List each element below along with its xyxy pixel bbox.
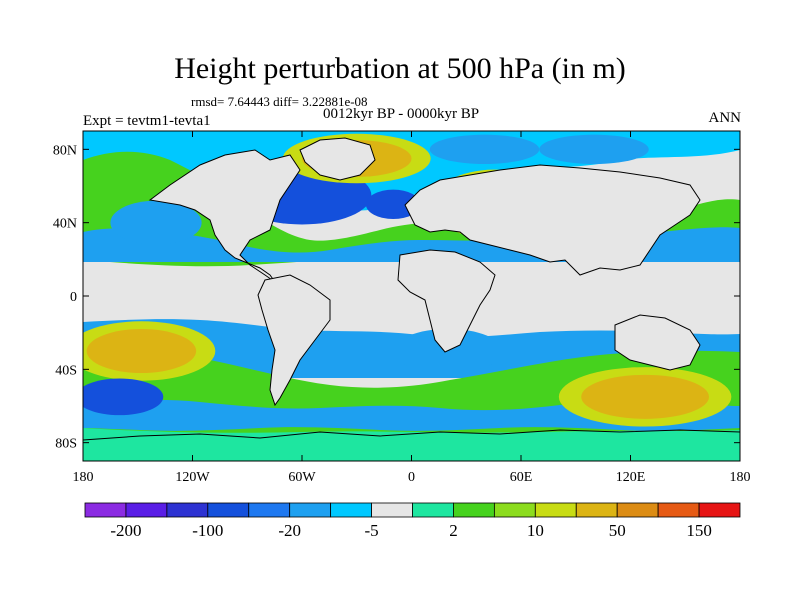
lon-label-180: 180 [730,470,751,485]
lat-label-0: 0 [70,290,77,305]
anomaly-region-southern-ocean-low [83,378,164,416]
lat-label-40N: 40N [53,217,77,232]
colorbar-swatch-12 [575,502,618,518]
anomaly-region-arctic-low [429,134,540,164]
colorbar-label-4: 2 [449,521,458,540]
period-line: 0012kyr BP - 0000kyr BP [323,106,480,122]
stats-line: rmsd= 7.64443 diff= 3.22881e-08 [191,94,368,109]
coastlines [83,137,740,441]
colorbar-swatch-10 [493,502,536,518]
colorbar-label-0: -200 [110,521,141,540]
colorbar-swatch-2 [166,502,209,518]
eurasia-coast [404,164,701,276]
colorbar-swatch-4 [248,502,291,518]
colorbar-swatch-9 [453,502,495,518]
antarctica-coast [83,429,740,441]
lat-label-40S: 40S [55,363,77,378]
lon-label-120W: 120W [175,470,210,485]
australia-coast [614,314,701,371]
colorbar-swatch-3 [207,502,250,518]
experiment-label: Expt = tevtm1-tevta1 [83,113,211,129]
anomaly-region-north-atlantic-low-east [365,189,421,219]
colorbar-swatch-1 [125,502,168,518]
colorbar-swatch-7 [371,502,413,518]
colorbar-label-2: -20 [278,521,301,540]
anomaly-region-arctic-low-east [539,134,649,164]
colorbar-swatch-15 [698,502,741,518]
anomaly-region-south-pacific-high [86,329,197,373]
antarctic-green-band [83,428,740,461]
lon-label-120E: 120E [616,470,646,485]
lat-label-80S: 80S [55,437,77,452]
colorbar-swatch-13 [616,502,659,518]
chart-title: Height perturbation at 500 hPa (in m) [174,52,626,85]
colorbar-swatch-0 [84,502,127,518]
north-america-coast [148,149,301,283]
colorbar-swatch-8 [412,502,454,518]
greenland-coast [299,137,376,181]
colorbar-swatch-5 [289,502,332,518]
map-plot-area [83,131,740,461]
colorbar-swatch-6 [330,502,372,518]
anomaly-region-south-indian-high [581,374,709,419]
colorbar-label-1: -100 [192,521,223,540]
longitude-axis: 180 120W 60W 0 60E 120E 180 [73,131,751,485]
colorbar-label-5: 10 [527,521,544,540]
anomaly-region-pacific-low [110,200,202,245]
south-america-coast [257,274,331,407]
colorbar-swatch-11 [534,502,577,518]
lat-label-80N: 80N [53,143,77,158]
lon-label-0: 0 [408,470,415,485]
lon-label-60W: 60W [288,470,316,485]
latitude-axis: 80N 40N 0 40S 80S [53,143,740,452]
lon-label-60E: 60E [510,470,533,485]
colorbar-label-3: -5 [364,521,378,540]
colorbar-swatch-14 [657,502,700,518]
lon-label-180: 180 [73,470,94,485]
africa-coast [397,249,496,353]
season-label: ANN [708,110,742,126]
colorbar-label-7: 150 [686,521,712,540]
colorbar-label-6: 50 [609,521,626,540]
colorbar: -200 -100 -20 -5 2 10 50 150 [84,502,741,540]
